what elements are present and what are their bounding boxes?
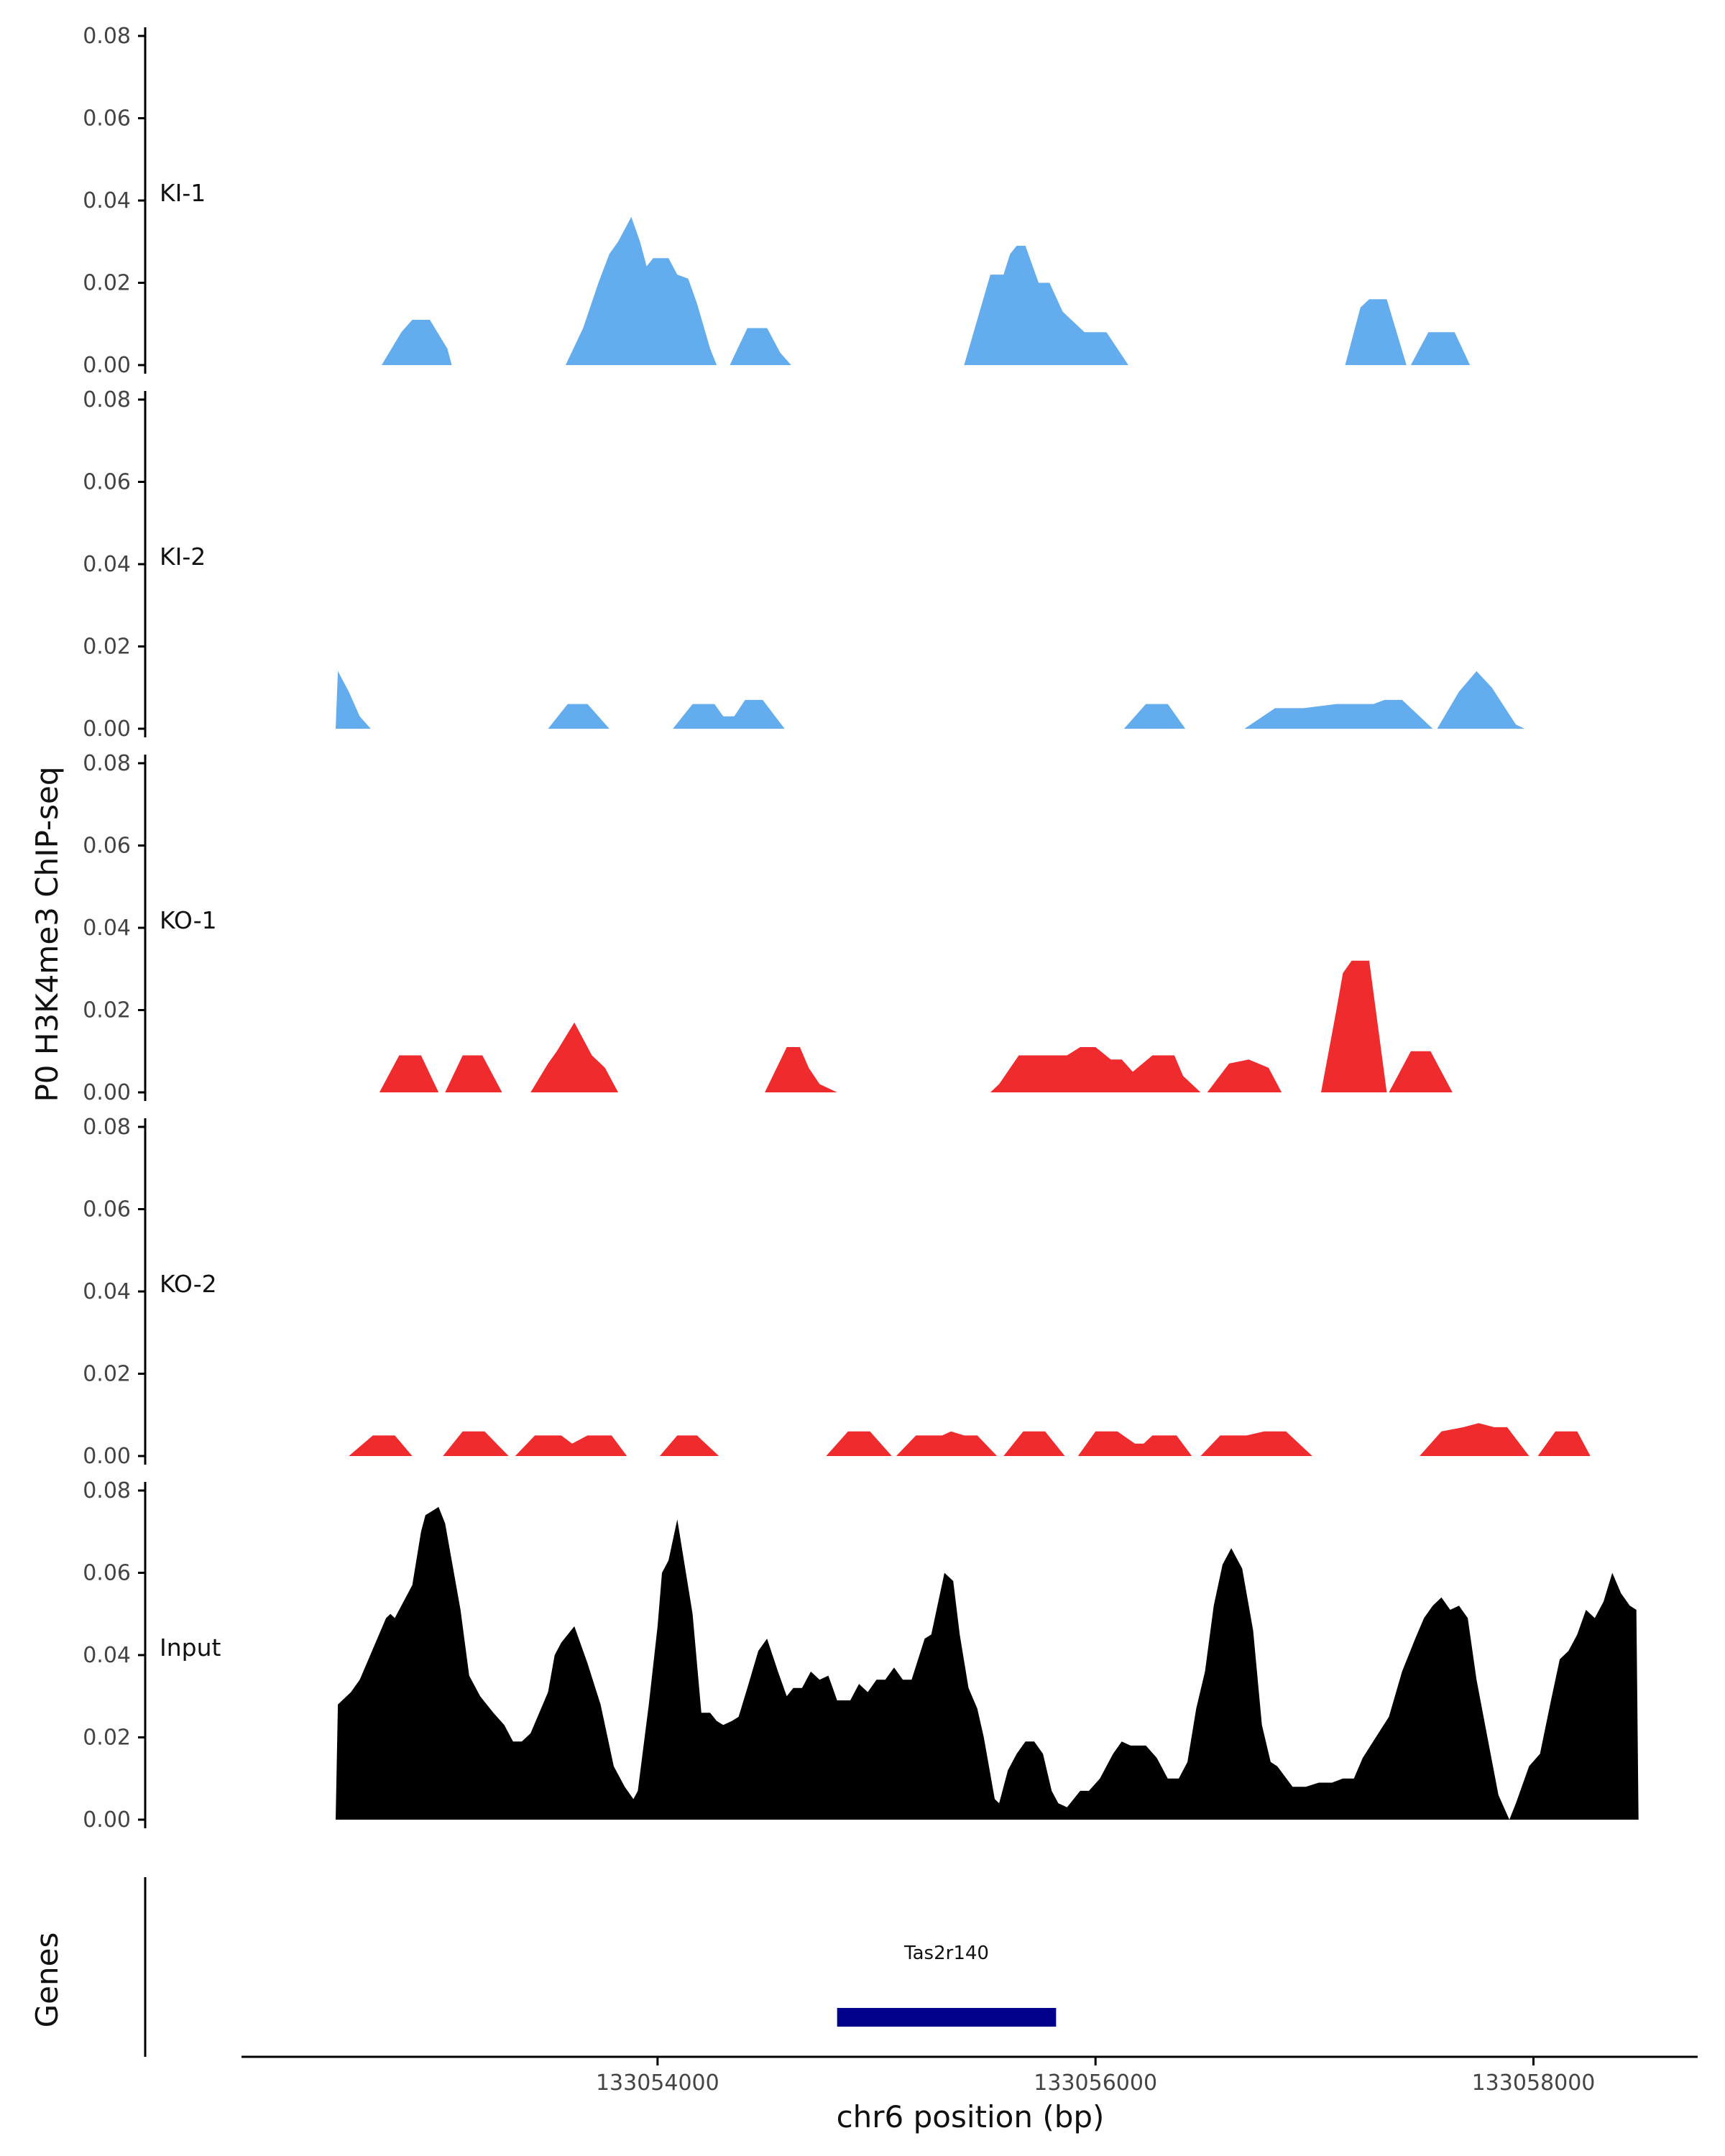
signal-peak <box>349 1435 413 1456</box>
y-tick-label: 0.02 <box>83 998 131 1023</box>
track-label: KI-2 <box>160 543 206 571</box>
track-label: Input <box>160 1634 221 1662</box>
signal-peak <box>445 1055 502 1092</box>
signal-peak <box>673 699 785 729</box>
y-tick-label: 0.00 <box>83 1807 131 1833</box>
genes-axis-title: Genes <box>29 1932 65 2028</box>
signal-peak <box>765 1047 837 1092</box>
track-ki-2: 0.00 0.02 0.04 0.06 0.08 KI-2 <box>83 387 1525 742</box>
signal-peak <box>1345 299 1407 365</box>
y-tick-label: 0.02 <box>83 1362 131 1387</box>
signal-peak <box>336 671 371 729</box>
x-tick-label: 133054000 <box>596 2070 719 2096</box>
signal-peak <box>1389 1051 1453 1092</box>
signal-peak <box>659 1435 719 1456</box>
gene-label: Tas2r140 <box>903 1943 989 1964</box>
signal-peak <box>382 320 452 365</box>
y-tick-label: 0.08 <box>83 1115 131 1140</box>
genes-layer: Tas2r140 <box>144 1877 1057 2057</box>
y-tick-label: 0.02 <box>83 271 131 296</box>
track-label: KO-2 <box>160 1270 217 1298</box>
y-tick-label: 0.00 <box>83 1444 131 1469</box>
tracks-layer: 0.00 0.02 0.04 0.06 0.08 KI-1 0.00 0.02 0.04 0.06… <box>83 24 1639 1833</box>
signal-peak <box>565 216 717 365</box>
signal-peak <box>826 1431 892 1456</box>
y-tick-label: 0.08 <box>83 751 131 776</box>
track-ko-2: 0.00 0.02 0.04 0.06 0.08 KO-2 <box>83 1115 1591 1469</box>
y-tick-label: 0.06 <box>83 106 131 132</box>
y-tick-label: 0.08 <box>83 387 131 413</box>
signal-peak <box>1437 671 1525 729</box>
signal-peak <box>990 1047 1201 1092</box>
y-tick-label: 0.04 <box>83 1279 131 1304</box>
track-ko-1: 0.00 0.02 0.04 0.06 0.08 KO-1 <box>83 751 1453 1105</box>
gene-bar <box>837 2008 1057 2027</box>
y-tick-label: 0.02 <box>83 635 131 660</box>
track-ki-1: 0.00 0.02 0.04 0.06 0.08 KI-1 <box>83 24 1471 378</box>
x-tick-label: 133056000 <box>1034 2070 1157 2096</box>
signal-peak <box>1420 1423 1530 1456</box>
y-tick-label: 0.04 <box>83 188 131 213</box>
signal-peak <box>1410 332 1471 365</box>
signal-peak <box>1321 960 1387 1092</box>
track-label: KO-1 <box>160 906 217 934</box>
signal-peak <box>530 1022 618 1092</box>
y-tick-label: 0.08 <box>83 1478 131 1503</box>
signal-peak <box>1207 1059 1282 1092</box>
x-axis: 133054000 133056000 133058000 <box>242 2055 1698 2096</box>
signal-peak <box>515 1435 627 1456</box>
y-tick-label: 0.04 <box>83 1643 131 1668</box>
signal-peak <box>548 704 610 729</box>
y-axis-title: P0 H3K4me3 ChIP-seq <box>29 766 65 1102</box>
x-tick-label: 133058000 <box>1472 2070 1596 2096</box>
y-tick-label: 0.04 <box>83 552 131 577</box>
track-label: KI-1 <box>160 179 206 207</box>
y-tick-label: 0.04 <box>83 916 131 941</box>
y-tick-label: 0.06 <box>83 470 131 495</box>
signal-peak <box>1077 1431 1192 1456</box>
y-tick-label: 0.00 <box>83 353 131 378</box>
track-input: 0.00 0.02 0.04 0.06 0.08 Input <box>83 1478 1639 1833</box>
x-axis-title: chr6 position (bp) <box>837 2099 1105 2134</box>
y-tick-label: 0.00 <box>83 717 131 742</box>
y-tick-label: 0.02 <box>83 1726 131 1751</box>
signal-peak <box>1003 1431 1065 1456</box>
y-tick-label: 0.08 <box>83 24 131 49</box>
signal-peak <box>379 1055 439 1092</box>
y-tick-label: 0.06 <box>83 1197 131 1222</box>
signal-peak <box>336 1506 1639 1820</box>
signal-peak <box>443 1431 509 1456</box>
signal-peak <box>896 1431 998 1456</box>
signal-peak <box>1244 699 1433 729</box>
y-tick-label: 0.06 <box>83 1561 131 1586</box>
signal-peak <box>1200 1431 1312 1456</box>
signal-peak <box>1537 1431 1591 1456</box>
signal-peak <box>1123 704 1186 729</box>
y-tick-label: 0.00 <box>83 1080 131 1105</box>
y-tick-label: 0.06 <box>83 834 131 859</box>
signal-peak <box>730 328 791 365</box>
signal-peak <box>964 246 1128 365</box>
